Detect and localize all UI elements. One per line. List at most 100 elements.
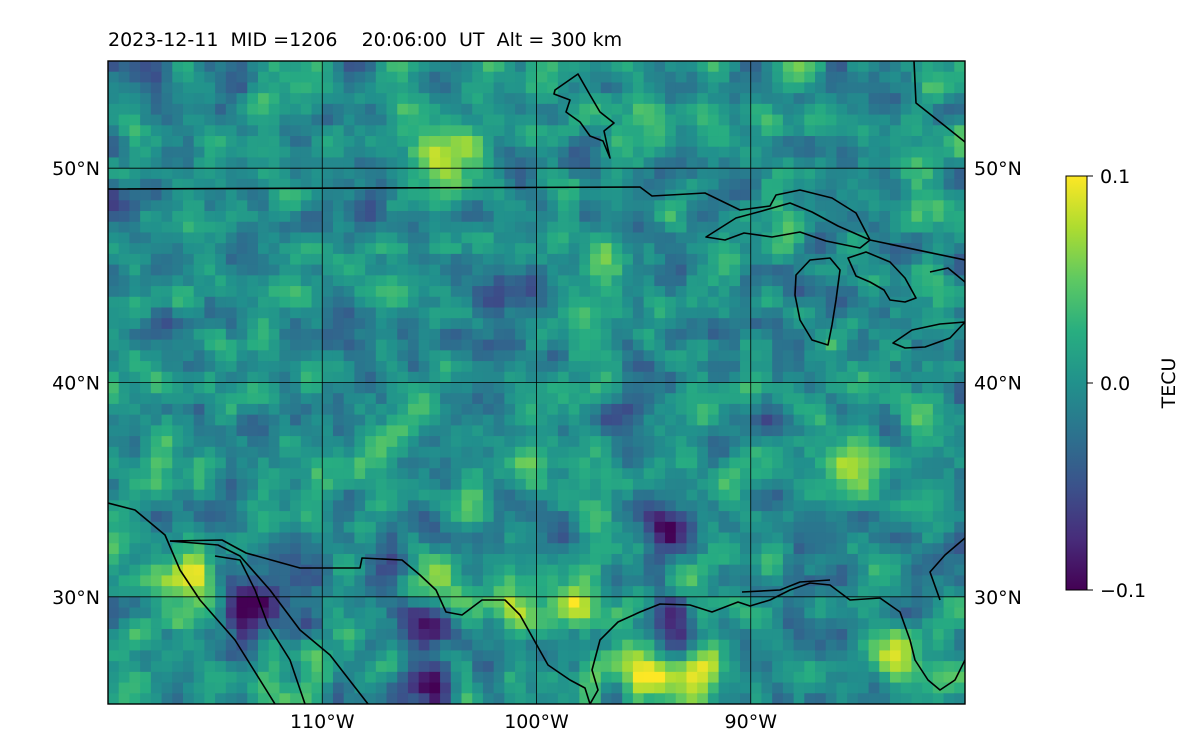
heatmap-cell <box>108 436 120 448</box>
heatmap-cell <box>847 178 859 191</box>
latitude-tick-label-left: 40°N <box>52 373 100 395</box>
heatmap-cell <box>611 136 623 148</box>
heatmap-cell <box>857 468 870 480</box>
heatmap-cell <box>268 618 280 630</box>
heatmap-cell <box>836 200 848 212</box>
heatmap-cell <box>482 339 495 351</box>
heatmap-cell <box>675 532 688 544</box>
heatmap-cell <box>600 532 613 544</box>
heatmap-cell <box>686 607 698 619</box>
heatmap-cell <box>397 628 409 641</box>
heatmap-cell <box>225 307 238 319</box>
heatmap-cell <box>536 275 548 287</box>
heatmap-cell <box>354 661 366 673</box>
heatmap-cell <box>182 532 195 544</box>
heatmap-cell <box>868 489 880 501</box>
heatmap-cell <box>407 328 420 341</box>
heatmap-cell <box>215 693 227 704</box>
heatmap-cell <box>450 178 463 191</box>
heatmap-cell <box>365 393 377 405</box>
heatmap-cell <box>247 286 259 298</box>
heatmap-cell <box>429 221 441 234</box>
heatmap-cell <box>515 414 527 426</box>
heatmap-cell <box>504 93 516 105</box>
heatmap-cell <box>247 221 259 234</box>
heatmap-cell <box>932 618 945 630</box>
heatmap-cell <box>943 425 955 437</box>
heatmap-cell <box>772 275 784 287</box>
heatmap-cell <box>632 478 645 491</box>
heatmap-cell <box>225 168 238 180</box>
heatmap-cell <box>665 350 677 362</box>
heatmap-cell <box>386 382 398 394</box>
heatmap-cell <box>461 500 473 512</box>
heatmap-cell <box>761 468 773 480</box>
heatmap-cell <box>129 607 141 619</box>
heatmap-cell <box>750 328 763 341</box>
heatmap-cell <box>300 618 313 630</box>
heatmap-cell <box>707 414 720 426</box>
heatmap-cell <box>182 553 195 566</box>
heatmap-cell <box>397 211 409 223</box>
heatmap-cell <box>761 607 773 619</box>
heatmap-cell <box>429 296 441 309</box>
heatmap-cell <box>579 350 591 362</box>
heatmap-cell <box>418 575 430 587</box>
heatmap-cell <box>932 328 945 341</box>
heatmap-cell <box>782 328 795 341</box>
heatmap-cell <box>461 146 473 159</box>
heatmap-cell <box>182 93 195 105</box>
heatmap-cell <box>236 243 248 255</box>
heatmap-cell <box>857 628 870 641</box>
heatmap-cell <box>718 275 730 287</box>
heatmap-cell <box>172 586 184 598</box>
heatmap-cell <box>150 403 163 416</box>
heatmap-cell <box>482 511 495 523</box>
heatmap-cell <box>150 682 163 694</box>
heatmap-cell <box>750 628 763 641</box>
heatmap-cell <box>482 82 495 94</box>
heatmap-cell <box>836 328 848 341</box>
heatmap-cell <box>365 275 377 287</box>
heatmap-cell <box>943 350 955 362</box>
heatmap-cell <box>890 403 902 416</box>
heatmap-cell <box>579 146 591 159</box>
heatmap-cell <box>632 200 645 212</box>
heatmap-cell <box>300 318 313 330</box>
heatmap-cell <box>504 468 516 480</box>
heatmap-cell <box>525 189 538 201</box>
heatmap-cell <box>665 232 677 244</box>
heatmap-cell <box>300 446 313 459</box>
heatmap-cell <box>782 618 795 630</box>
heatmap-cell <box>140 457 152 469</box>
heatmap-cell <box>290 564 302 576</box>
heatmap-cell <box>622 628 634 641</box>
heatmap-cell <box>461 232 473 244</box>
heatmap-cell <box>943 575 955 587</box>
heatmap-cell <box>622 93 634 105</box>
heatmap-cell <box>600 200 613 212</box>
heatmap-cell <box>525 511 538 523</box>
heatmap-cell <box>879 489 891 501</box>
heatmap-cell <box>247 328 259 341</box>
heatmap-cell <box>482 286 495 298</box>
heatmap-cell <box>536 114 548 126</box>
heatmap-cell <box>547 243 559 255</box>
heatmap-cell <box>697 211 709 223</box>
heatmap-cell <box>440 586 452 598</box>
heatmap-cell <box>900 553 913 566</box>
heatmap-cell <box>354 200 366 212</box>
heatmap-cell <box>922 650 934 662</box>
heatmap-cell <box>536 232 548 244</box>
heatmap-cell <box>108 500 120 512</box>
us-canada-border <box>108 186 965 261</box>
heatmap-cell <box>279 243 291 255</box>
heatmap-cell <box>868 243 880 255</box>
heatmap-cell <box>279 543 291 555</box>
heatmap-cell <box>343 553 355 566</box>
heatmap-cell <box>793 553 805 566</box>
heatmap-cell <box>825 532 838 544</box>
heatmap-cell <box>504 168 516 180</box>
heatmap-cell <box>750 425 763 437</box>
heatmap-cell <box>386 243 398 255</box>
